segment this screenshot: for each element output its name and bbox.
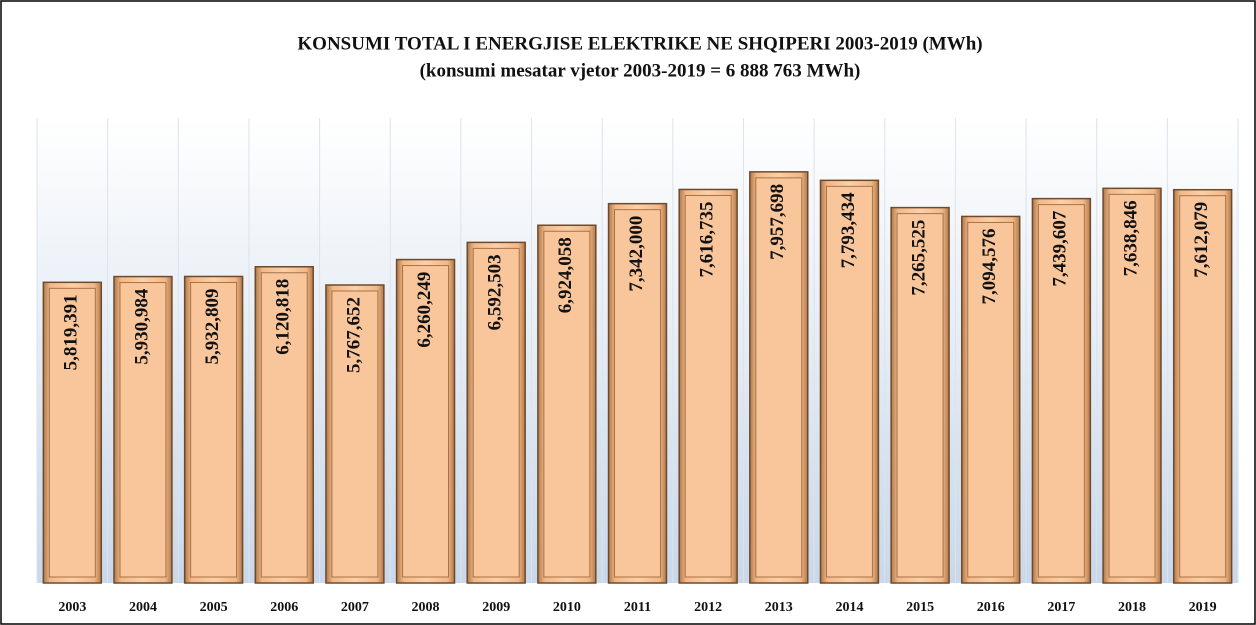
x-tick-label: 2011 (624, 600, 651, 615)
value-label: 7,094,576 (979, 228, 1000, 304)
value-label: 6,592,503 (485, 254, 506, 330)
bar-bevel (472, 247, 520, 578)
bar-bevel (119, 282, 167, 578)
x-tick-label: 2016 (977, 600, 1005, 615)
value-label: 6,260,249 (414, 272, 435, 348)
bar-bevel (48, 287, 96, 578)
bar-bevel (1179, 195, 1227, 578)
value-label: 5,932,809 (202, 288, 223, 364)
bar-bevel (967, 221, 1015, 578)
value-label: 7,439,607 (1050, 210, 1071, 287)
value-label: 7,612,079 (1191, 202, 1212, 278)
value-label: 6,924,058 (555, 237, 576, 313)
bar-bevel (896, 213, 944, 578)
x-tick-label: 2005 (200, 600, 228, 615)
x-tick-label: 2013 (765, 600, 793, 615)
chart-subtitle: (konsumi mesatar vjetor 2003-2019 = 6 88… (420, 60, 861, 81)
bar-bevel (1108, 193, 1156, 578)
x-tick-label: 2003 (58, 600, 86, 615)
value-label: 7,957,698 (767, 184, 788, 260)
x-tick-label: 2014 (835, 600, 863, 615)
value-label: 7,638,846 (1120, 200, 1141, 276)
value-label: 7,793,434 (838, 192, 859, 268)
value-label: 7,265,525 (908, 220, 929, 296)
x-tick-label: 2004 (129, 600, 157, 615)
x-tick-label: 2015 (906, 600, 934, 615)
x-tick-label: 2018 (1118, 600, 1146, 615)
bar-bevel (331, 290, 379, 578)
x-tick-label: 2019 (1189, 600, 1217, 615)
bar-bevel (684, 194, 732, 578)
x-tick-label: 2009 (482, 600, 510, 615)
bar-bevel (190, 281, 238, 578)
chart-title: KONSUMI TOTAL I ENERGJISE ELEKTRIKE NE S… (297, 33, 982, 54)
x-tick-label: 2008 (412, 600, 440, 615)
bar-bevel (1037, 204, 1085, 578)
bar-bevel (614, 209, 661, 578)
x-tick-label: 2006 (270, 600, 298, 615)
bar-bevel (543, 230, 591, 578)
bar-bevel (260, 272, 308, 578)
bar-bevel (755, 177, 803, 578)
bar-bevel (825, 185, 873, 578)
bar-bevel (402, 265, 450, 578)
x-tick-label: 2017 (1047, 600, 1075, 615)
x-tick-label: 2010 (553, 600, 581, 615)
value-label: 6,120,818 (273, 279, 294, 355)
value-label: 5,930,984 (131, 288, 152, 365)
value-label: 7,616,735 (697, 201, 718, 277)
value-label: 5,767,652 (343, 297, 364, 373)
value-label: 7,342,000 (626, 216, 647, 292)
value-label: 5,819,391 (61, 294, 82, 370)
x-tick-label: 2007 (341, 600, 369, 615)
x-tick-label: 2012 (694, 600, 722, 615)
